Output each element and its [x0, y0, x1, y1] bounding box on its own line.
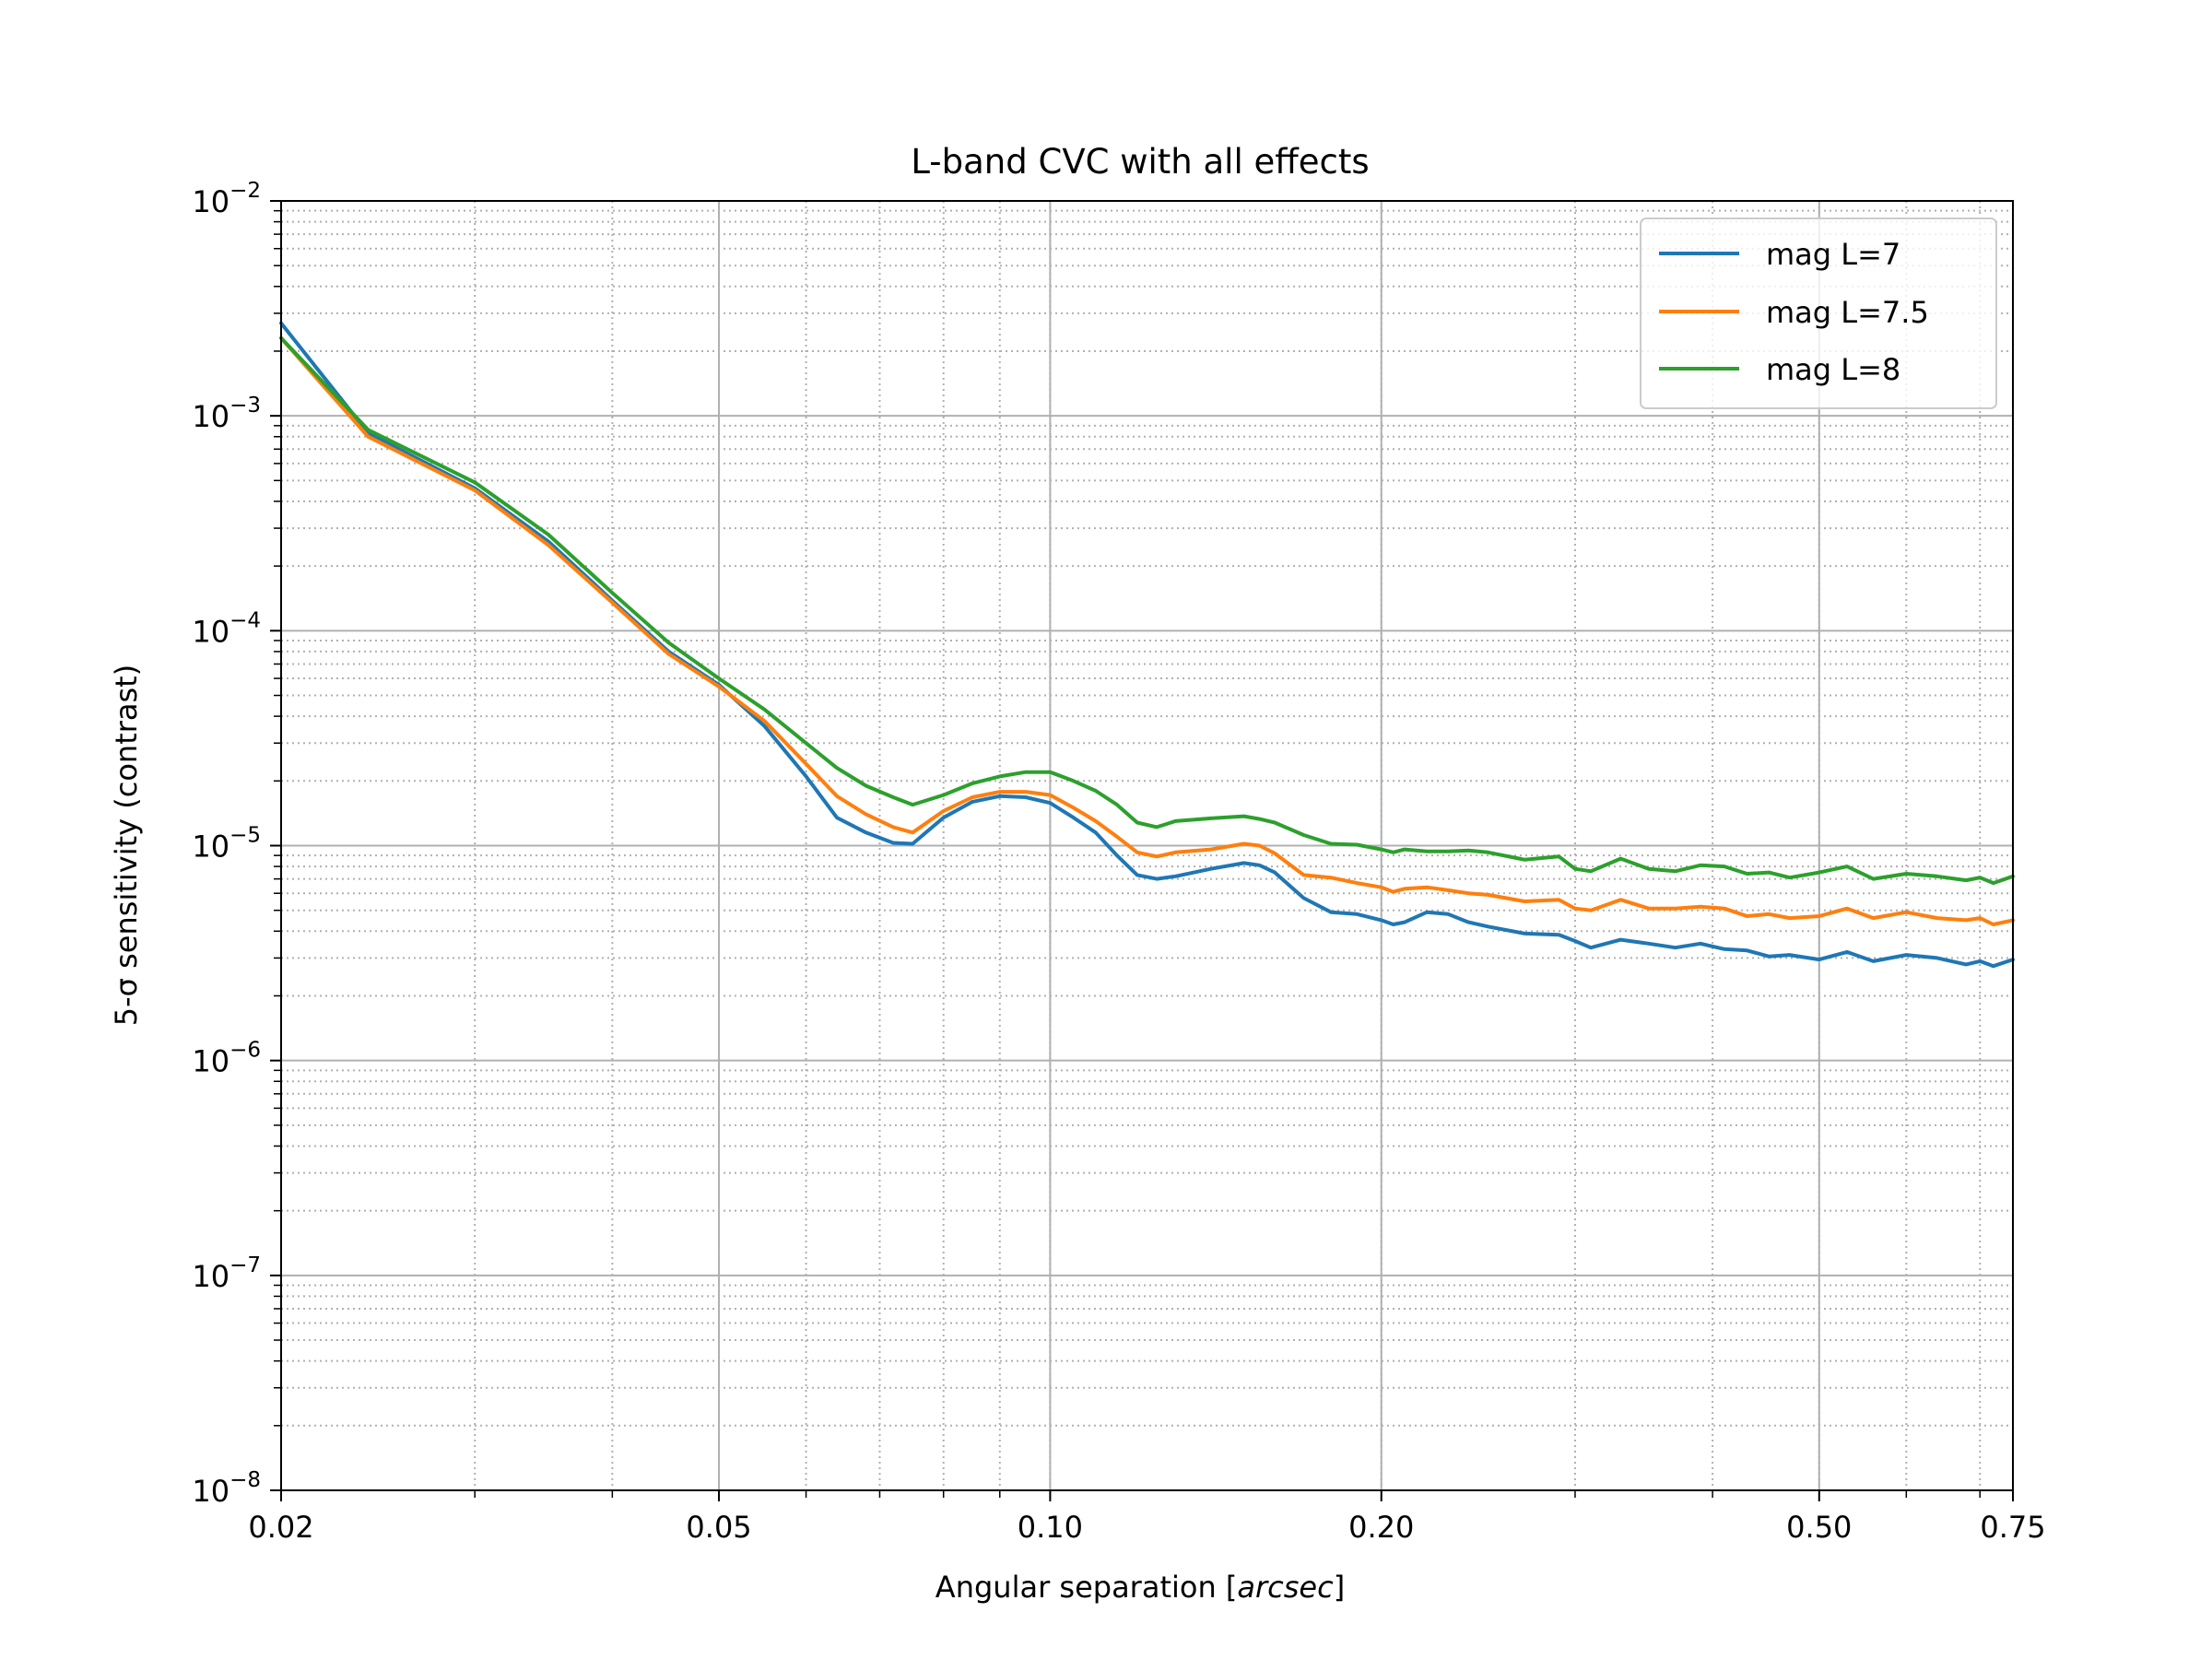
y-tick-base: 10	[192, 184, 229, 219]
y-tick-exponent: −5	[229, 824, 261, 848]
y-tick-label: 10−4	[192, 608, 261, 649]
y-axis-label: 5-σ sensitivity (contrast)	[109, 665, 144, 1026]
legend-label-mag75: mag L=7.5	[1766, 295, 1929, 330]
chart-title: L-band CVC with all effects	[911, 142, 1369, 182]
x-axis-label: Angular separation [arcsec]	[935, 1570, 1345, 1605]
legend-label-mag8: mag L=8	[1766, 352, 1900, 387]
y-tick-label: 10−3	[192, 394, 261, 434]
y-tick-exponent: −3	[229, 394, 261, 418]
y-tick-label: 10−8	[192, 1468, 261, 1509]
legend-label-mag7: mag L=7	[1766, 237, 1900, 272]
x-tick-label: 0.20	[1348, 1510, 1414, 1545]
y-tick-label: 10−6	[192, 1039, 261, 1079]
series-line-mag8	[279, 335, 2015, 886]
y-tick-exponent: −4	[229, 608, 261, 632]
y-tick-base: 10	[192, 1044, 229, 1079]
x-axis-label-unit: arcsec	[1237, 1570, 1334, 1605]
x-tick-label: 0.50	[1786, 1510, 1852, 1545]
y-tick-exponent: −6	[229, 1039, 261, 1063]
x-tick-label: 0.10	[1018, 1510, 1083, 1545]
y-tick-exponent: −7	[229, 1253, 261, 1277]
y-tick-base: 10	[192, 614, 229, 649]
x-axis-ticks: 0.02 0.05 0.10 0.20 0.50 0.75	[248, 1490, 2046, 1545]
major-grid	[281, 201, 2013, 1490]
series-line-mag7	[279, 321, 2015, 969]
legend-box	[1640, 218, 1997, 409]
y-axis-ticks: 10−210−310−410−510−610−710−8	[192, 179, 281, 1509]
y-tick-label: 10−2	[192, 179, 261, 219]
y-tick-base: 10	[192, 399, 229, 434]
y-tick-base: 10	[192, 1474, 229, 1509]
x-tick-label: 0.75	[1980, 1510, 2045, 1545]
y-tick-label: 10−5	[192, 824, 261, 865]
x-tick-label: 0.02	[248, 1510, 313, 1545]
series-line-mag75	[279, 335, 2015, 926]
series-layer	[279, 321, 2015, 969]
y-tick-label: 10−7	[192, 1253, 261, 1294]
legend: mag L=7 mag L=7.5 mag L=8	[1640, 218, 1997, 409]
x-axis-label-main: Angular separation [	[935, 1570, 1238, 1605]
y-tick-exponent: −2	[229, 179, 261, 203]
y-tick-base: 10	[192, 1259, 229, 1294]
x-tick-label: 0.05	[686, 1510, 751, 1545]
y-tick-exponent: −8	[229, 1468, 261, 1492]
y-tick-base: 10	[192, 830, 229, 865]
x-axis-label-end: ]	[1334, 1570, 1345, 1605]
